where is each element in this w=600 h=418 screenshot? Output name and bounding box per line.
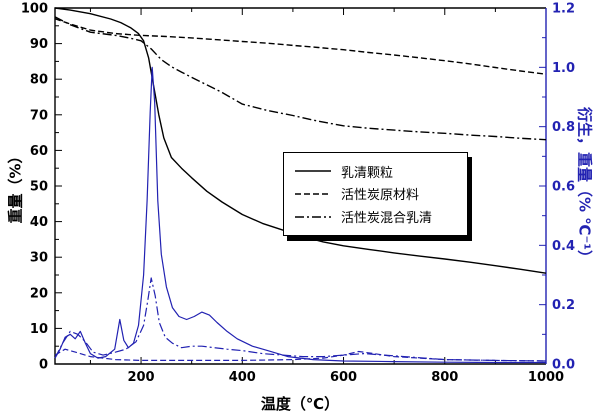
series-whey-tga [54, 7, 547, 274]
y-right-tick-label: 0.6 [552, 180, 575, 195]
series-ac-raw-tga [54, 18, 547, 75]
series-ac-raw-dtg [54, 348, 547, 362]
axis-ticks-blue [539, 7, 546, 365]
y-left-tick-label: 0 [39, 358, 48, 373]
y-axis-title-left: 重量（%） [6, 148, 25, 224]
y-left-tick-label: 30 [30, 251, 48, 266]
y-left-tick-label: 40 [30, 215, 48, 230]
y-right-tick-label: 0.0 [552, 358, 575, 373]
plot-frame [54, 7, 546, 365]
legend-item-ac-whey: 活性炭混合乳清 [293, 206, 458, 228]
legend-item-ac-raw: 活性炭原材料 [293, 183, 458, 205]
x-tick-label: 800 [431, 370, 458, 385]
y-right-tick-label: 0.8 [552, 120, 575, 135]
x-tick-label: 1000 [528, 370, 564, 385]
y-right-tick-label: 1.2 [552, 2, 575, 17]
x-tick-label: 600 [330, 370, 357, 385]
x-tick-label: 200 [127, 370, 154, 385]
y-axis-title-right: 衍生，重量（% ℃⁻¹） [575, 107, 594, 265]
legend-line-dashdot-icon [295, 215, 331, 218]
y-left-tick-label: 100 [21, 2, 48, 17]
y-left-tick-label: 90 [30, 37, 48, 52]
legend-line-solid-icon [295, 170, 331, 173]
x-tick-label: 400 [229, 370, 256, 385]
series-ac-whey-tga [54, 16, 547, 141]
legend-label-whey: 乳清颗粒 [341, 165, 394, 181]
y-left-tick-label: 20 [30, 286, 48, 301]
y-left-tick-label: 50 [30, 180, 48, 195]
y-left-tick-label: 10 [30, 322, 48, 337]
y-right-tick-label: 0.4 [552, 239, 575, 254]
y-right-tick-label: 0.2 [552, 298, 575, 313]
legend-label-ac-raw: 活性炭原材料 [341, 188, 420, 204]
series-ac-whey-dtg [54, 277, 547, 362]
x-axis-title: 温度（℃） [260, 395, 340, 413]
legend: 乳清颗粒 活性炭原材料 活性炭混合乳清 [283, 152, 468, 236]
legend-item-whey: 乳清颗粒 [293, 160, 458, 182]
series-whey-dtg [54, 66, 546, 364]
legend-label-ac-whey: 活性炭混合乳清 [341, 211, 433, 227]
y-right-tick-label: 1.0 [552, 61, 575, 76]
legend-line-dashed-icon [295, 193, 331, 195]
y-left-tick-label: 80 [30, 73, 48, 88]
y-left-tick-label: 60 [30, 144, 48, 159]
y-left-tick-label: 70 [30, 108, 48, 123]
